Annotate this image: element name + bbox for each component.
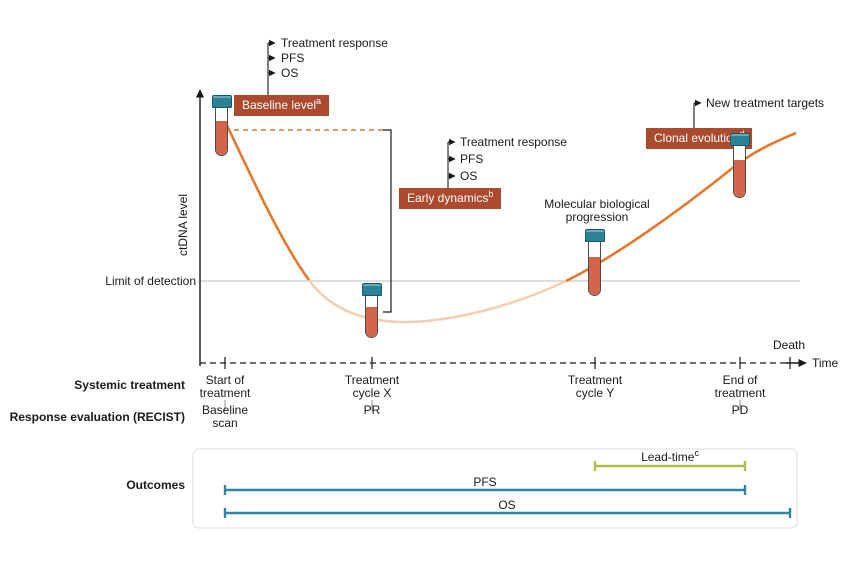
tube-cap-icon: [212, 95, 232, 108]
blood-tube-baseline: [212, 95, 232, 156]
time-axis-label: Time: [812, 356, 839, 370]
baseline-level-label: Baseline level: [242, 98, 317, 112]
tube-body: [365, 296, 378, 338]
os-bar: [223, 508, 792, 518]
row-label-response-evaluation: Response evaluation (RECIST): [9, 410, 185, 424]
y-axis-label: ctDNA level: [176, 193, 190, 257]
clonal-evolution-callout: Clonal evolutiond: [646, 128, 753, 149]
blood-tube-cycle-x: [362, 283, 382, 338]
blood-tube-cycle-y: [585, 229, 605, 296]
ctdna-curve-below-limit: [307, 279, 567, 324]
tube-cap-icon: [730, 133, 750, 146]
clonal-evolution-label: Clonal evolution: [654, 131, 740, 145]
baseline-arrow-pfs: PFS: [281, 51, 305, 65]
timeline-treatment-cycle-y: Treatment cycle Y: [567, 373, 623, 400]
molecular-progression-label: Molecular biological progression: [544, 197, 650, 224]
limit-of-detection-label: Limit of detection: [105, 274, 196, 288]
tube-cap-icon: [585, 229, 605, 242]
timeline-start-of-treatment: Start of treatment: [199, 373, 251, 400]
pfs-text: PFS: [473, 475, 497, 489]
recist-pd: PD: [731, 403, 749, 417]
tube-body: [215, 108, 228, 156]
timeline-treatment-cycle-x: Treatment cycle X: [344, 373, 400, 400]
lead-time-footnote: c: [694, 448, 699, 458]
tube-blood-sample: [734, 160, 745, 197]
lead-time-bar: [593, 461, 747, 471]
row-label-systemic-treatment: Systemic treatment: [74, 378, 185, 392]
baseline-connector: [267, 39, 276, 96]
tube-cap-icon: [362, 283, 382, 296]
early-arrow-pfs: PFS: [460, 152, 484, 166]
clonal-evolution-connector: [693, 99, 702, 128]
early-dynamics-callout: Early dynamicsb: [399, 188, 502, 209]
early-dynamics-footnote: b: [488, 189, 494, 199]
lead-time-text: Lead-time: [641, 450, 695, 464]
os-text: OS: [498, 498, 516, 512]
tube-body: [588, 242, 601, 296]
timeline-ticks: [224, 357, 791, 369]
tube-blood-sample: [216, 121, 227, 155]
baseline-level-callout: Baseline levela: [234, 95, 330, 116]
row-label-outcomes: Outcomes: [126, 478, 185, 492]
pfs-bar: [223, 485, 747, 495]
tube-body: [733, 146, 746, 198]
recist-ticks: [224, 400, 741, 411]
ctdna-curve-left: [221, 116, 311, 281]
pfs-bar-label: PFS: [473, 475, 496, 489]
tube-blood-sample: [589, 256, 600, 295]
early-dynamics-connector: [447, 138, 456, 188]
death-label: Death: [772, 338, 806, 352]
recist-pr: PR: [363, 403, 381, 417]
early-dynamics-label: Early dynamics: [407, 191, 489, 205]
early-dynamics-bracket: [383, 129, 392, 313]
timeline-end-of-treatment: End of treatment: [714, 373, 766, 400]
baseline-arrow-os: OS: [281, 66, 299, 80]
outcomes-box: [192, 448, 798, 529]
ctdna-curve-right: [565, 131, 797, 283]
clonal-arrow-new-treatment-targets: New treatment targets: [706, 96, 825, 110]
recist-baseline-scan: Baseline scan: [201, 403, 249, 430]
early-arrow-os: OS: [460, 169, 478, 183]
baseline-arrow-treatment-response: Treatment response: [281, 36, 388, 50]
tube-blood-sample: [366, 307, 377, 337]
os-bar-label: OS: [498, 498, 515, 512]
lead-time-bar-label: Lead-timec: [641, 448, 699, 465]
blood-tube-end-of-treatment: [730, 133, 750, 198]
early-arrow-treatment-response: Treatment response: [460, 135, 567, 149]
baseline-level-footnote: a: [316, 96, 322, 106]
